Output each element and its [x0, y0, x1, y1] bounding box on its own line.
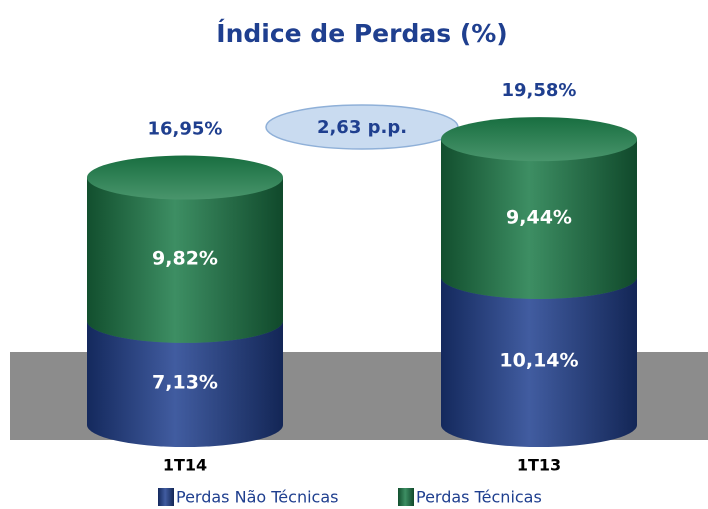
legend-label: Perdas Técnicas — [416, 488, 542, 507]
total-label: 16,95% — [148, 119, 223, 140]
x-tick-label: 1T13 — [517, 456, 561, 475]
chart-title: Índice de Perdas (%) — [216, 19, 507, 48]
bar-segment — [441, 139, 637, 299]
value-label: 9,82% — [152, 248, 218, 270]
bar-segment — [441, 276, 637, 447]
bar-segment — [87, 320, 283, 447]
legend-label: Perdas Não Técnicas — [176, 488, 338, 507]
annotation: 2,63 p.p. — [317, 117, 407, 138]
bar-segment-top — [87, 155, 283, 200]
total-label: 19,58% — [502, 80, 577, 101]
bar-segment-top — [441, 117, 637, 162]
x-tick-label: 1T14 — [163, 456, 207, 475]
value-label: 10,14% — [499, 349, 578, 371]
value-label: 9,44% — [506, 207, 572, 229]
legend-swatch — [398, 488, 414, 506]
bar-segment — [87, 177, 283, 343]
legend-swatch — [158, 488, 174, 506]
value-label: 7,13% — [152, 371, 218, 393]
